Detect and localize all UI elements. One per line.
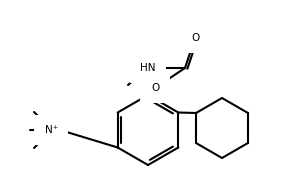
Text: HN: HN — [140, 63, 156, 73]
Text: N⁺: N⁺ — [45, 125, 58, 135]
Text: O: O — [191, 33, 199, 43]
Text: O: O — [151, 83, 159, 93]
